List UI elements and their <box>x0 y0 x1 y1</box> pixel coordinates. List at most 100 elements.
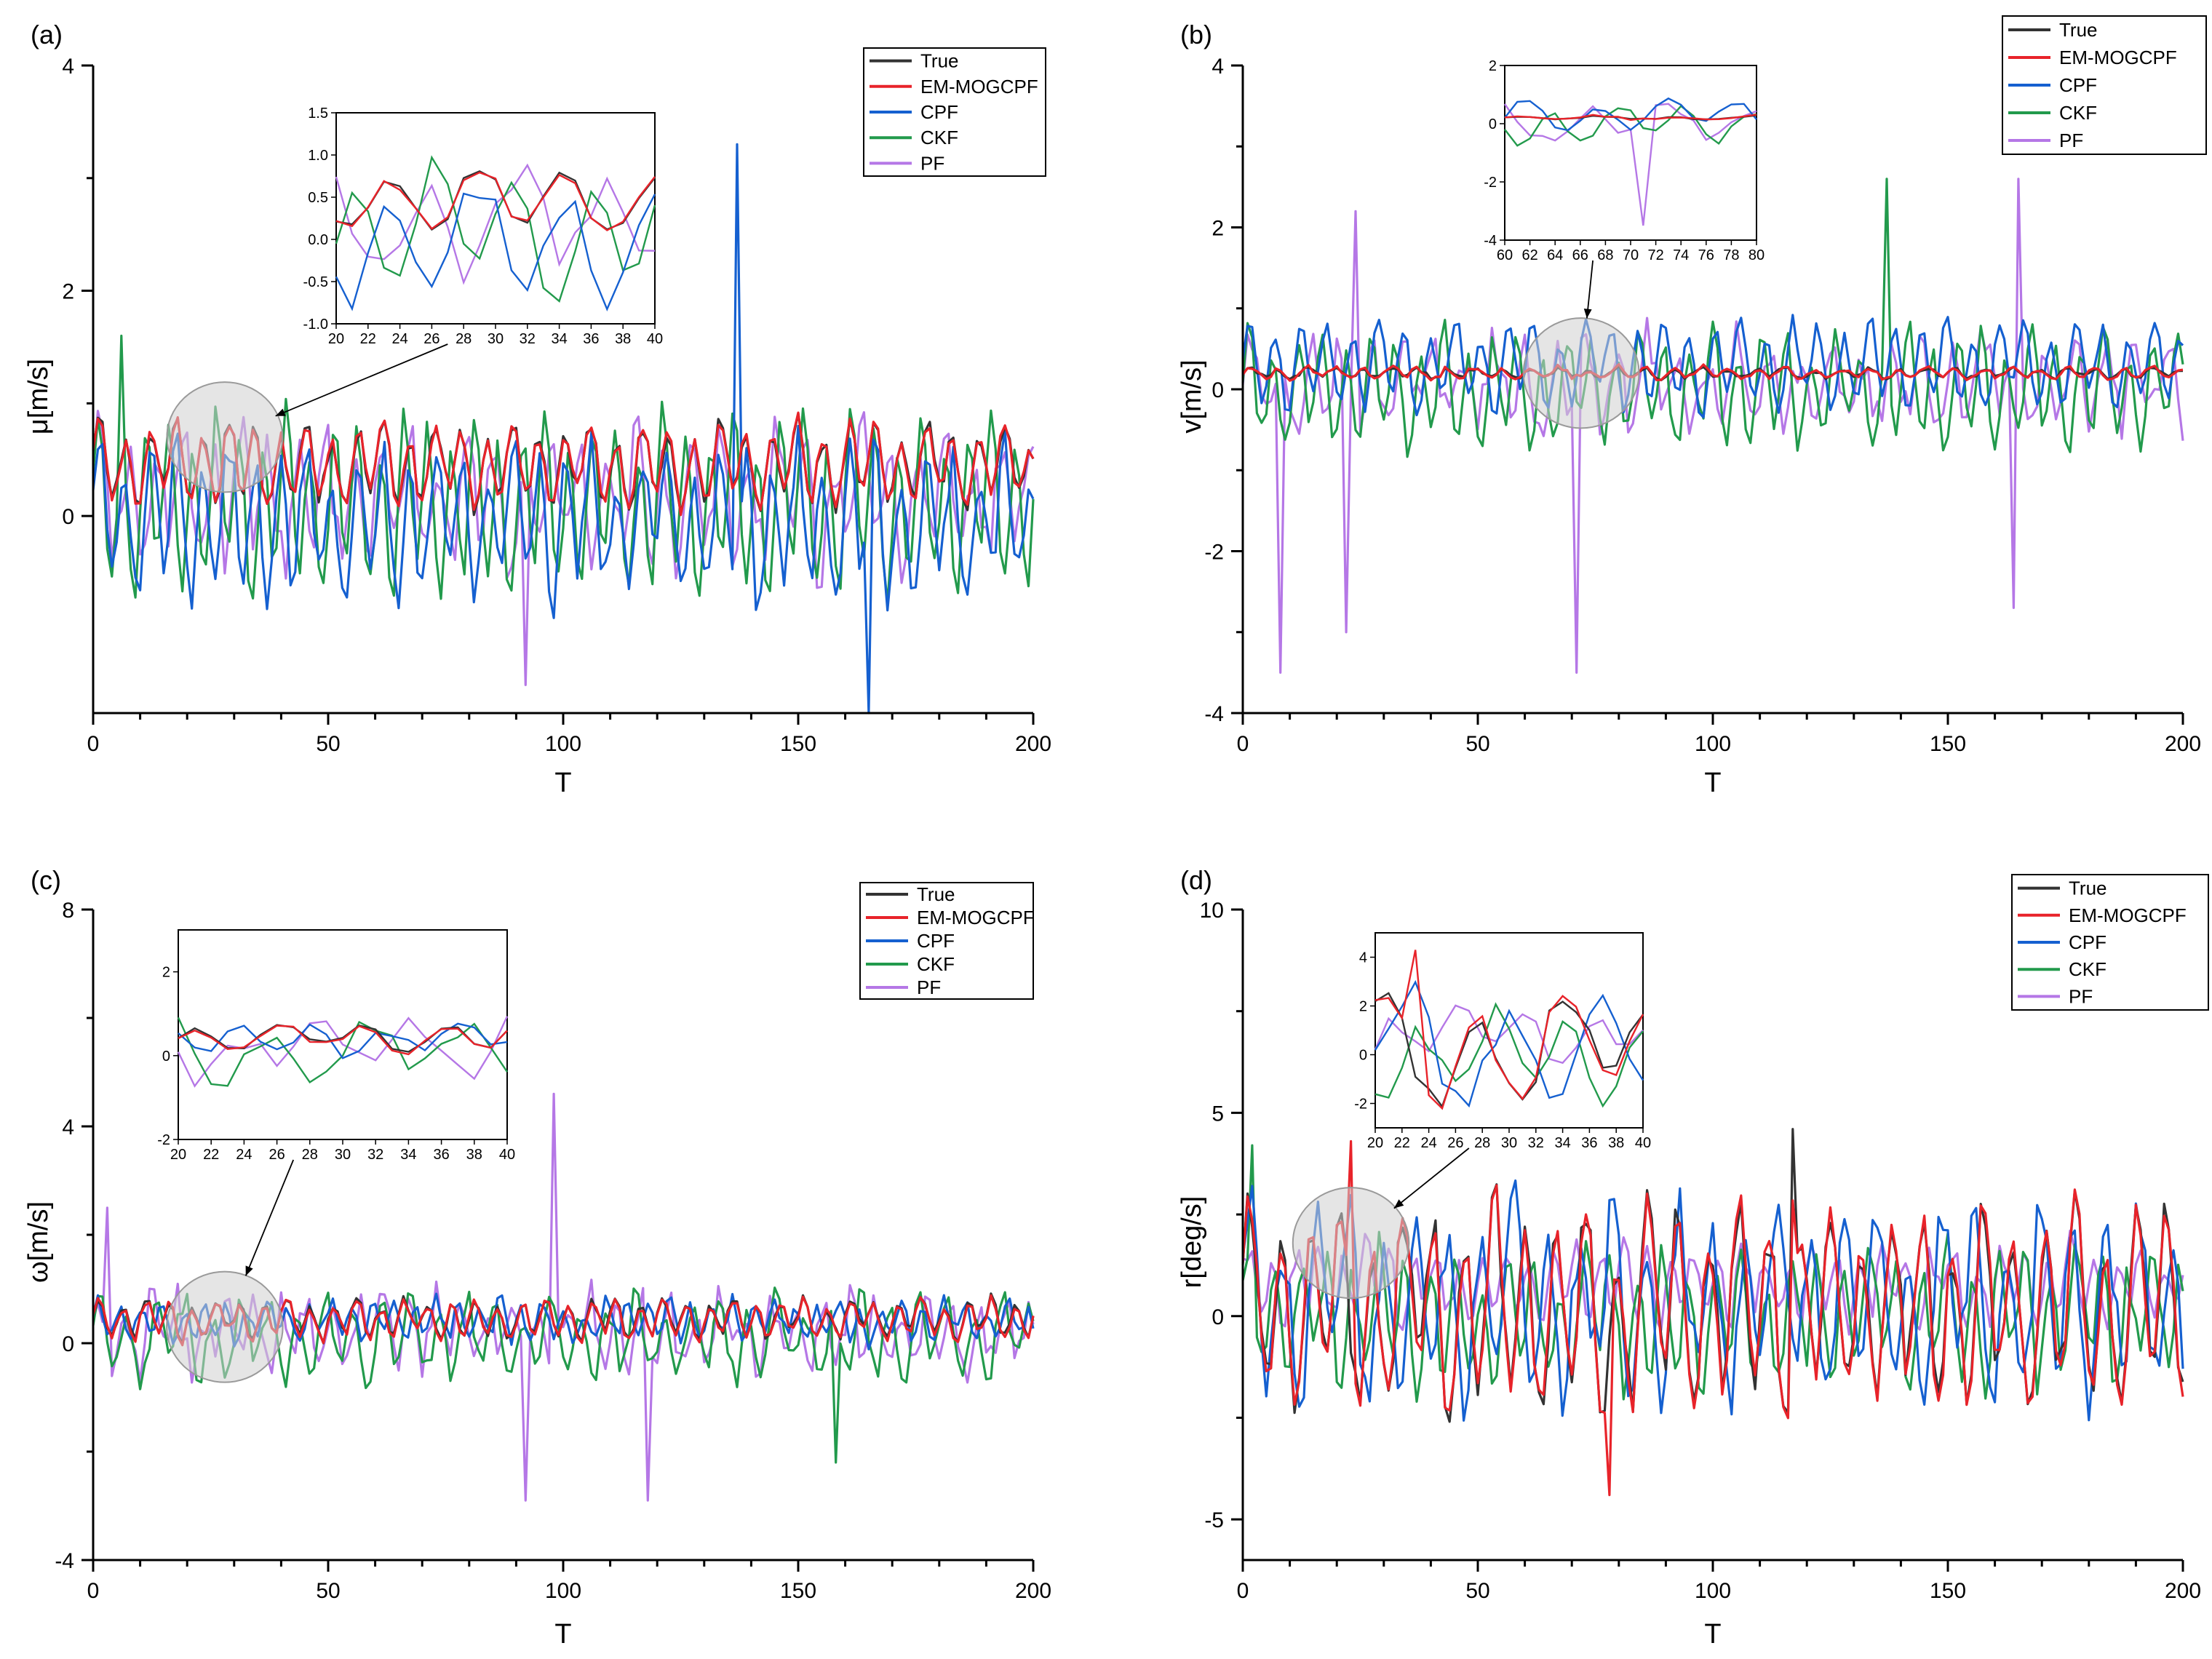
legend-entry: CKF <box>2059 102 2097 124</box>
inset-y-tick-label: 0 <box>162 1049 170 1065</box>
inset-x-tick-label: 20 <box>1367 1135 1383 1151</box>
x-axis-label: T <box>554 768 571 798</box>
inset-line-em-mogcpf <box>178 1025 508 1056</box>
inset-x-tick-label: 38 <box>615 331 631 347</box>
inset-x-tick-label: 26 <box>423 331 439 347</box>
inset-line-pf <box>177 1016 509 1088</box>
inset-x-tick-label: 36 <box>433 1147 449 1163</box>
series-line-em-mogcpf <box>1241 1139 2184 1497</box>
legend-entry: CPF <box>2059 74 2097 96</box>
inset-y-tick-label: 0 <box>1489 116 1497 132</box>
inset-x-tick-label: 72 <box>1647 247 1663 263</box>
inset-x-tick-label: 24 <box>1420 1135 1436 1151</box>
inset-plot: 60 62 64 66 68 70 72 74 76 78 80 -4 -2 0 2 <box>1484 58 1765 263</box>
inset-x-tick-label: 26 <box>268 1147 285 1163</box>
x-tick-label: 50 <box>1465 1579 1489 1603</box>
chart-panel-2: 0 50 100 150 200-4048(c)Tω[m/s]TrueEM-MOGCPF… <box>23 865 1051 1650</box>
x-tick-label: 0 <box>1237 1579 1249 1603</box>
inset-x-tick-label: 40 <box>1635 1135 1651 1151</box>
inset-line-ckf <box>177 1017 508 1087</box>
series-line-cpf <box>1241 1179 2184 1422</box>
magnifier-circle <box>1292 1187 1410 1300</box>
x-tick-label: 150 <box>780 732 816 756</box>
y-tick-label: 2 <box>62 280 74 304</box>
y-tick-label: -5 <box>1204 1508 1224 1532</box>
legend-entry: EM-MOGCPF <box>920 76 1038 98</box>
zoom-arrow-head <box>275 408 286 416</box>
inset-x-tick-label: 32 <box>367 1147 383 1163</box>
y-tick-label: 10 <box>1200 899 1224 923</box>
inset-x-tick-label: 22 <box>203 1147 219 1163</box>
x-tick-label: 150 <box>1930 732 1966 756</box>
legend-entry: True <box>920 50 959 72</box>
magnifier-circle <box>166 1270 284 1383</box>
y-tick-label: 0 <box>62 1332 74 1356</box>
magnifier-circle <box>166 381 284 493</box>
x-axis-label: T <box>1704 768 1721 798</box>
inset-plot: 20 22 24 26 28 30 32 34 36 38 40 -1.0 -0.5 0.0 0.5 1.0 1… <box>303 106 664 347</box>
series-line-pf <box>1241 178 2184 675</box>
inset-x-tick-label: 60 <box>1497 247 1513 263</box>
y-tick-label: -4 <box>1204 702 1224 726</box>
inset-line-em-mogcpf <box>335 171 656 231</box>
inset-x-tick-label: 68 <box>1597 247 1613 263</box>
legend-entry: CKF <box>917 953 955 975</box>
inset-x-tick-label: 32 <box>1528 1135 1544 1151</box>
inset-y-tick-label: 2 <box>162 965 170 981</box>
inset-x-tick-label: 74 <box>1673 247 1689 263</box>
inset-x-tick-label: 22 <box>360 331 376 347</box>
zoom-arrow-head <box>1393 1199 1404 1209</box>
inset-x-tick-label: 28 <box>1474 1135 1490 1151</box>
x-tick-label: 100 <box>545 732 581 756</box>
inset-y-tick-label: -2 <box>157 1132 170 1148</box>
inset-y-tick-label: -2 <box>1354 1097 1367 1113</box>
zoom-arrow <box>275 343 448 417</box>
inset-y-tick-label: 0.5 <box>308 190 328 206</box>
inset-x-tick-label: 34 <box>1554 1135 1570 1151</box>
y-tick-label: 0 <box>62 505 74 529</box>
x-axis-label: T <box>1704 1619 1721 1650</box>
x-tick-label: 100 <box>545 1579 581 1603</box>
inset-x-tick-label: 28 <box>302 1147 318 1163</box>
x-tick-label: 150 <box>780 1579 816 1603</box>
legend: True EM-MOGCPF CPF CKF PF <box>863 47 1046 177</box>
inset-frame <box>178 929 508 1140</box>
inset-x-tick-label: 38 <box>466 1147 482 1163</box>
x-tick-label: 200 <box>1015 732 1051 756</box>
inset-y-tick-label: -1.0 <box>303 317 328 333</box>
inset-line-pf <box>335 163 656 285</box>
legend-entry: PF <box>920 152 944 174</box>
inset-x-tick-label: 40 <box>499 1147 515 1163</box>
legend-entry: PF <box>2059 130 2083 151</box>
inset-line-cpf <box>335 192 656 311</box>
y-axis-label: r[deg/s] <box>1177 1196 1207 1289</box>
y-tick-label: 4 <box>62 55 74 79</box>
y-axis-label: ω[m/s] <box>23 1201 54 1283</box>
inset-x-tick-label: 76 <box>1698 247 1714 263</box>
legend-entry: EM-MOGCPF <box>2069 904 2187 926</box>
y-tick-label: 5 <box>1212 1102 1224 1126</box>
inset-x-tick-label: 38 <box>1608 1135 1624 1151</box>
legend-entry: PF <box>2069 985 2093 1007</box>
inset-line-em-mogcpf <box>1504 114 1757 122</box>
inset-plot: 20 22 24 26 28 30 32 34 36 38 40 -2 0 2 <box>157 929 515 1163</box>
inset-x-tick-label: 28 <box>455 331 472 347</box>
zoom-arrow-head <box>1583 309 1592 319</box>
panel-label: (d) <box>1180 865 1212 895</box>
panel-label: (c) <box>31 865 61 895</box>
legend-entry: True <box>2069 878 2107 899</box>
series-line-em-mogcpf <box>1241 363 2184 382</box>
inset-y-tick-label: 1.0 <box>308 148 328 164</box>
legend-entry: CPF <box>917 930 955 952</box>
y-tick-label: -4 <box>55 1549 74 1573</box>
legend-entry: True <box>917 883 955 905</box>
inset-x-tick-label: 66 <box>1572 247 1588 263</box>
x-tick-label: 150 <box>1930 1579 1966 1603</box>
legend-entry: CPF <box>2069 931 2106 953</box>
zoom-arrow <box>1393 1147 1470 1209</box>
inset-x-tick-label: 62 <box>1521 247 1537 263</box>
x-axis-label: T <box>554 1619 571 1650</box>
inset-y-tick-label: 2 <box>1489 58 1497 74</box>
x-tick-label: 50 <box>316 1579 340 1603</box>
